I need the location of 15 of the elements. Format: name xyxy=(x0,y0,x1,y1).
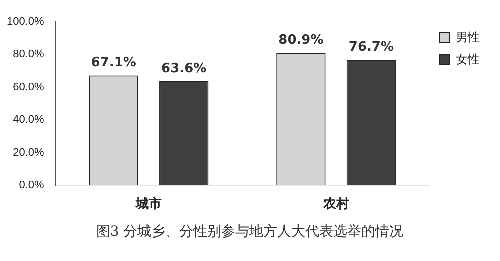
x-tick-label: 农村 xyxy=(322,196,350,211)
legend-label: 男性 xyxy=(456,30,480,44)
text: 63.6% xyxy=(162,61,207,76)
y-tick-label: 60.0% xyxy=(13,81,45,94)
y-tick-label: 100.0% xyxy=(6,16,45,28)
y-tick-label: 20.0% xyxy=(13,146,45,159)
text: 80.9% xyxy=(278,33,324,48)
text: 76.7% xyxy=(348,40,394,55)
y-tick-label: 0.0% xyxy=(19,179,45,192)
x-tick-label: 城市 xyxy=(134,196,162,211)
y-tick-label: 80.0% xyxy=(13,48,45,61)
legend-label: 女性 xyxy=(456,52,480,66)
caption: 图3 分城乡、分性别参与地方人大代表选举的情况 xyxy=(95,223,405,241)
text: 67.1% xyxy=(91,56,136,71)
y-tick-label: 40.0% xyxy=(13,114,45,126)
